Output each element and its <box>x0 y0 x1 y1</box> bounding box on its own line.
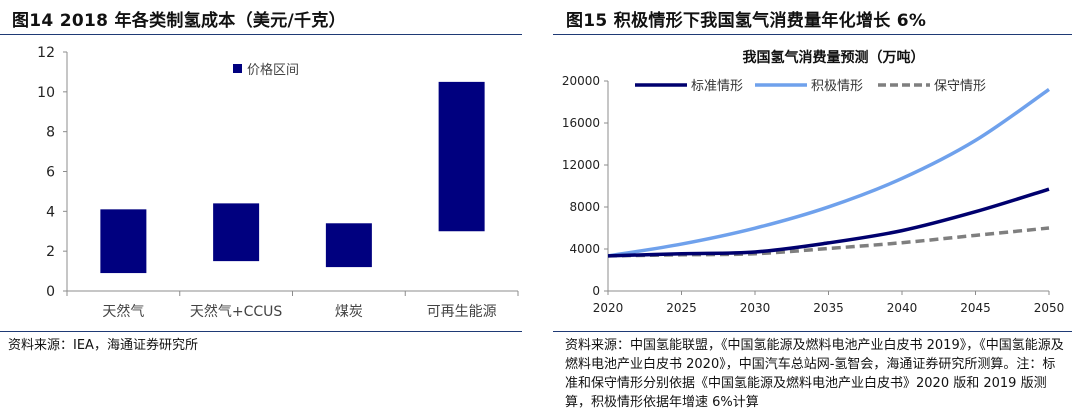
legend-label: 标准情形 <box>691 79 743 94</box>
left-source-rule <box>0 331 522 332</box>
left-title-rule <box>0 34 522 35</box>
legend-swatch <box>233 64 242 73</box>
left-figure-title: 图14 2018 年各类制氢成本（美元/千克） <box>12 11 346 31</box>
left-source-note: 资料来源：IEA，海通证券研究所 <box>8 338 198 353</box>
y-tick-label: 4000 <box>569 242 600 256</box>
y-tick-label: 12 <box>37 45 55 61</box>
hydrogen-cost-chart: 0 2 4 6 8 10 12 天然气 天然气+CCUS 煤炭 可再生能源 价格区间 <box>37 45 519 320</box>
y-tick-label: 6 <box>46 165 55 181</box>
x-tick-label: 2030 <box>740 301 771 315</box>
range-bar <box>213 203 260 262</box>
range-bar <box>438 81 485 232</box>
x-tick-label: 2025 <box>666 301 697 315</box>
x-category-label: 天然气+CCUS <box>190 303 283 320</box>
left-figure-panel: 图14 2018 年各类制氢成本（美元/千克） 0 2 4 6 8 10 12 天然气 天然气+… <box>0 0 530 412</box>
y-tick-label: 12000 <box>562 158 600 172</box>
y-tick-label: 0 <box>46 284 55 300</box>
y-tick-label: 20000 <box>562 74 600 88</box>
range-bar <box>100 209 147 274</box>
y-tick-label: 2 <box>46 244 55 260</box>
x-category-label: 可再生能源 <box>427 304 497 320</box>
legend-label: 价格区间 <box>247 62 299 78</box>
right-source-note: 资料来源：中国氢能联盟，《中国氢能源及燃料电池产业白皮书 2019》，《中国氢能… <box>565 338 1064 410</box>
x-category-label: 天然气 <box>102 303 144 320</box>
x-tick-label: 2045 <box>960 301 991 315</box>
x-category-label: 煤炭 <box>335 304 363 320</box>
right-figure-title: 图15 积极情形下我国氢气消费量年化增长 6% <box>566 11 927 31</box>
series-line-standard <box>607 187 1050 258</box>
y-tick-label: 0 <box>592 284 600 298</box>
range-bar <box>325 223 372 268</box>
legend-label: 积极情形 <box>811 79 863 94</box>
legend-label: 保守情形 <box>934 79 986 94</box>
y-tick-label: 4 <box>46 204 55 220</box>
chart-title: 我国氢气消费量预测（万吨） <box>743 49 925 66</box>
right-figure-panel: 图15 积极情形下我国氢气消费量年化增长 6% 我国氢气消费量预测（万吨） 0 40… <box>553 0 1080 412</box>
right-source-rule <box>553 331 1072 332</box>
x-tick-label: 2050 <box>1034 301 1065 315</box>
right-title-rule <box>553 34 1072 35</box>
y-tick-label: 8 <box>46 125 55 141</box>
hydrogen-demand-chart: 我国氢气消费量预测（万吨） 0 4000 8000 12000 16000 20000 202… <box>562 49 1065 315</box>
series-line-active <box>607 88 1050 258</box>
x-tick-label: 2035 <box>813 301 844 315</box>
x-tick-label: 2040 <box>887 301 918 315</box>
y-tick-label: 16000 <box>562 116 600 130</box>
x-tick-label: 2020 <box>593 301 624 315</box>
y-tick-label: 8000 <box>569 200 600 214</box>
y-tick-label: 10 <box>37 85 55 101</box>
